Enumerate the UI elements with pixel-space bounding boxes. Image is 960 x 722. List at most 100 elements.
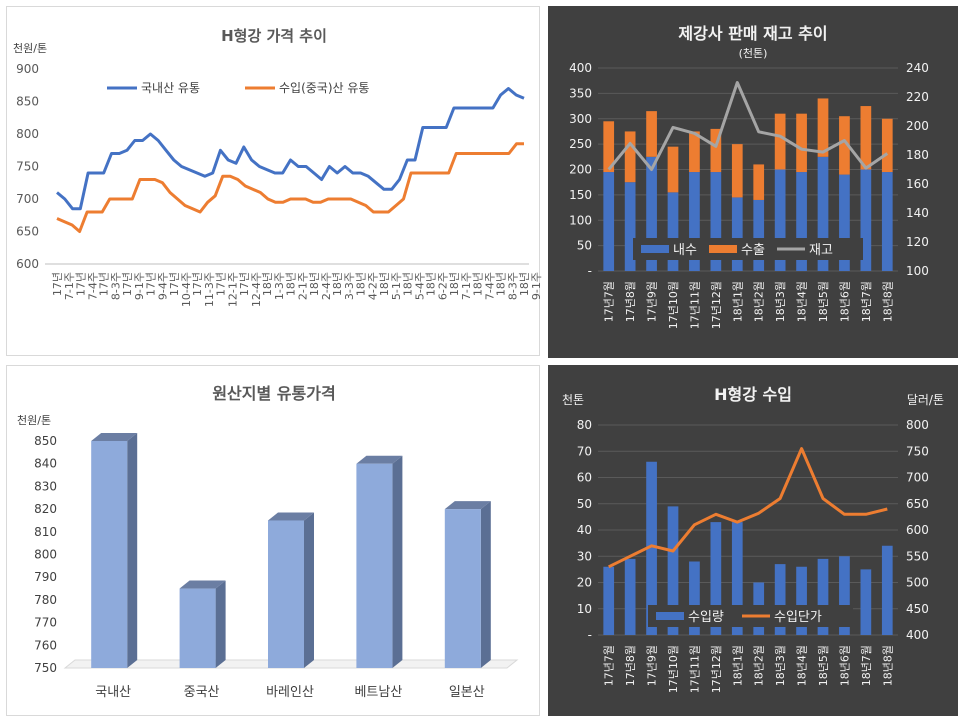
y-tick-label-right: 500 xyxy=(906,576,929,590)
x-tick-label: 17년12월 xyxy=(710,645,723,693)
y-tick-label: 770 xyxy=(34,616,57,630)
chart-title: H형강 수입 xyxy=(714,385,792,404)
bar-수출 xyxy=(603,121,615,173)
y-tick-label-right: 700 xyxy=(906,471,929,485)
x-tick-label: 17년11월 xyxy=(688,645,701,693)
y-tick-label: 760 xyxy=(34,638,57,652)
x-tick-label: 베트남산 xyxy=(354,685,402,700)
y-tick-label: 150 xyxy=(569,188,592,202)
y-tick-label: 850 xyxy=(16,95,39,109)
y-tick-label: 900 xyxy=(16,62,39,76)
x-tick-label: 18년7-1주 xyxy=(448,272,473,300)
y-tick-label: 750 xyxy=(34,661,57,675)
y-tick-label-right: 200 xyxy=(906,119,929,133)
y-tick-label: 700 xyxy=(16,192,39,206)
bar xyxy=(268,520,304,668)
legend-label: 재고 xyxy=(809,243,833,258)
bar xyxy=(179,588,216,668)
y-tick-label: - xyxy=(588,628,592,642)
x-tick-label: 17년9월 xyxy=(646,645,659,686)
bar-수출 xyxy=(774,113,786,170)
y-tick-label: 600 xyxy=(16,257,39,271)
bar-수입량 xyxy=(860,569,872,635)
x-tick-label: 17년10월 xyxy=(667,281,680,329)
bar-수출 xyxy=(881,118,893,173)
y-tick-label: 820 xyxy=(34,502,57,516)
bar-내수 xyxy=(710,172,722,271)
y-tick-label: 20 xyxy=(577,576,592,590)
bar-수입량 xyxy=(796,566,807,635)
x-tick-label: 17년7월 xyxy=(603,281,616,322)
y-tick-label: 50 xyxy=(577,239,592,253)
y-tick-label: 40 xyxy=(577,523,592,537)
bar-수입량 xyxy=(881,545,893,635)
x-tick-label: 18년8월 xyxy=(881,645,894,686)
chart-subtitle: (천톤) xyxy=(739,46,768,60)
bar-내수 xyxy=(860,169,872,271)
y-tick-label: 70 xyxy=(577,444,592,458)
y-tick-label-right: 180 xyxy=(906,148,929,162)
x-tick-label: 18년4월 xyxy=(796,281,809,322)
y-axis-label: 천원/톤 xyxy=(17,413,51,427)
x-tick-label: 18년5월 xyxy=(817,281,830,322)
y-tick-label-right: 450 xyxy=(906,602,929,616)
y-tick-label: 30 xyxy=(577,549,592,563)
x-tick-label: 17년9월 xyxy=(646,281,659,322)
bar-수출 xyxy=(753,164,765,200)
y-tick-label-right: 220 xyxy=(906,90,929,104)
bar-수입량 xyxy=(667,506,679,635)
bar-내수 xyxy=(881,172,893,271)
x-tick-label: 17년8-3주 xyxy=(98,272,123,300)
y-tick-label-right: 100 xyxy=(906,264,929,278)
bar-top xyxy=(91,433,138,441)
y-tick-label: 800 xyxy=(34,548,57,562)
legend-label: 수출 xyxy=(741,243,765,258)
x-tick-label: 중국산 xyxy=(184,685,220,700)
y-tick-label: 840 xyxy=(34,457,57,471)
y-tick-label: 80 xyxy=(577,418,592,432)
x-tick-label: 18년1월 xyxy=(731,645,744,686)
bar-수출 xyxy=(860,106,872,170)
x-tick-label: 17년12-1주 xyxy=(214,272,239,307)
y-tick-label-right: 800 xyxy=(906,418,929,432)
legend-swatch xyxy=(641,245,669,253)
y-tick-label: 250 xyxy=(569,137,592,151)
series-line-수입단가 xyxy=(608,447,888,569)
bar-수출 xyxy=(689,131,700,173)
bar-side xyxy=(127,433,138,668)
legend-swatch xyxy=(709,245,737,253)
x-tick-label: 18년4-2주 xyxy=(355,272,380,300)
bar xyxy=(91,441,128,668)
y-tick-label: 800 xyxy=(16,127,39,141)
x-tick-label: 18년3월 xyxy=(774,645,787,686)
y-tick-label: 10 xyxy=(577,602,592,616)
y-tick-label: 750 xyxy=(16,160,39,174)
x-tick-label: 18년1-3주 xyxy=(261,272,286,300)
bar-수입량 xyxy=(817,558,829,635)
inventory-chart: 제강사 판매 재고 추이 (천톤) - 50 100 150 200 250 300 350 400… xyxy=(569,24,929,329)
bar-내수 xyxy=(624,182,636,271)
legend-label: 내수 xyxy=(673,243,697,258)
x-tick-label: 17년9-1주 xyxy=(121,272,146,300)
x-tick-label: 18년6월 xyxy=(838,645,851,686)
y-tick-label: 400 xyxy=(569,61,592,75)
price-trend-panel: H형강 가격 추이 천원/톤 600 650 700 750 800 850 900 17년7-1… xyxy=(6,6,543,356)
legend-box xyxy=(633,238,863,260)
x-tick-label: 17년7-1주 xyxy=(51,272,76,300)
x-tick-label: 18년5월 xyxy=(817,645,830,686)
bar-내수 xyxy=(667,192,679,271)
x-tick-label: 18년1월 xyxy=(731,281,744,322)
x-tick-label: 바레인산 xyxy=(266,685,314,700)
y-tick-label-right: 140 xyxy=(906,206,929,220)
x-tick-label: 17년10월 xyxy=(667,645,680,693)
y-tick-label-right: 550 xyxy=(906,549,929,563)
x-tick-label: 18년6-2주 xyxy=(425,272,450,300)
y-tick-label: 100 xyxy=(569,213,592,227)
bar-side xyxy=(480,501,491,668)
bar-내수 xyxy=(731,197,743,271)
legend-label: 국내산 유통 xyxy=(141,81,200,95)
chart-title: H형강 가격 추이 xyxy=(221,27,327,45)
y-tick-label: 200 xyxy=(569,163,592,177)
y-tick-label: 300 xyxy=(569,112,592,126)
x-tick-label: 17년12-4주 xyxy=(238,272,263,307)
